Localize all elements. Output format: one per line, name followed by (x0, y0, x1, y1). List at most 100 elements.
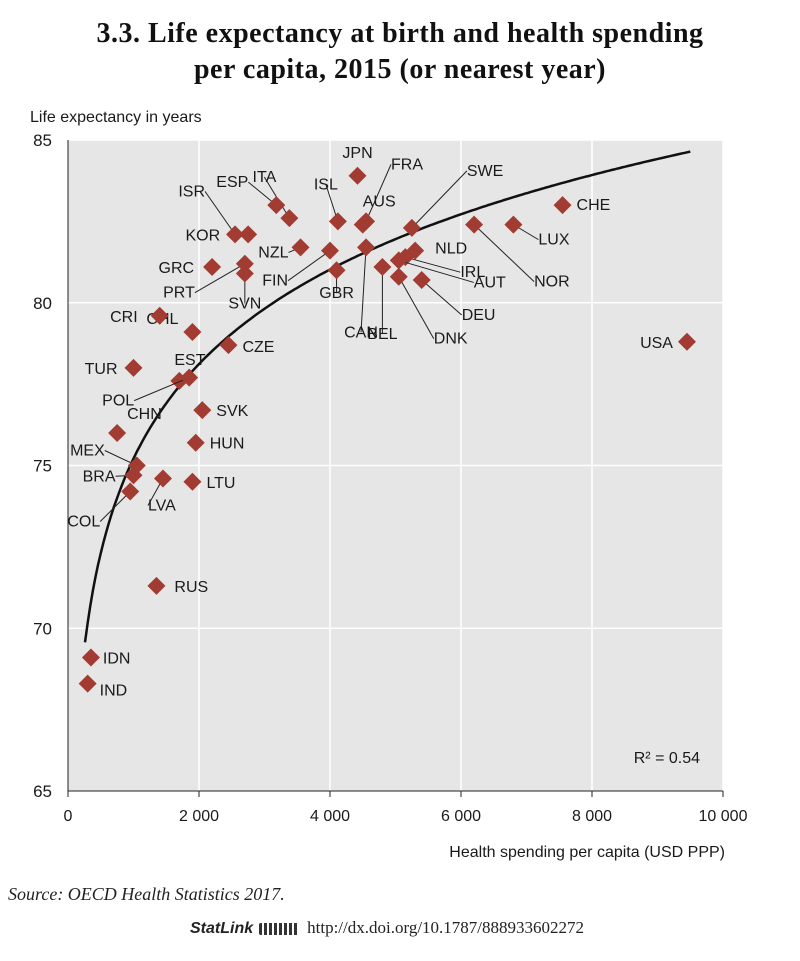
data-point-lux (504, 215, 523, 234)
data-point-kor (239, 225, 258, 244)
point-label-idn: IDN (103, 651, 131, 668)
label-leader-line (398, 259, 474, 283)
point-label-pol: POL (102, 393, 134, 410)
data-point-tur (124, 358, 143, 377)
statlink[interactable]: StatLink http://dx.doi.org/10.1787/888933… (190, 918, 584, 938)
data-point-jpn (348, 166, 367, 185)
point-label-col: COL (67, 514, 100, 531)
data-point-nor (465, 215, 484, 234)
data-point-pol (180, 368, 199, 387)
data-point-isl (328, 212, 347, 231)
data-point-chn (108, 423, 127, 442)
point-label-swe: SWE (467, 163, 503, 180)
data-point-grc (203, 257, 222, 276)
data-point-cze (219, 336, 238, 355)
point-label-nzl: NZL (258, 244, 288, 261)
data-point-svk (193, 401, 212, 420)
data-point-rus (147, 576, 166, 595)
point-label-ita: ITA (253, 169, 277, 186)
point-label-fra: FRA (391, 156, 423, 173)
point-label-kor: KOR (185, 227, 220, 244)
point-label-dnk: DNK (434, 331, 468, 348)
data-point-dnk (389, 267, 408, 286)
point-label-lux: LUX (538, 232, 569, 249)
point-label-nld: NLD (435, 241, 467, 258)
data-point-mex (127, 456, 146, 475)
point-label-usa: USA (640, 335, 673, 352)
x-tick-label: 4 000 (310, 808, 350, 825)
data-point-prt (235, 254, 254, 273)
source-note: Source: OECD Health Statistics 2017. (8, 884, 285, 904)
r-squared-annotation: R² = 0.54 (634, 750, 700, 767)
label-leader-line (411, 170, 468, 229)
data-point-deu (412, 270, 431, 289)
x-axis-label: Health spending per capita (USD PPP) (449, 844, 725, 861)
data-point-gbr (327, 261, 346, 280)
chart-title-line2: per capita, 2015 (or nearest year) (193, 54, 607, 85)
point-label-svn: SVN (228, 295, 261, 312)
label-leader-line (194, 263, 246, 294)
point-label-lva: LVA (148, 498, 176, 515)
point-label-mex: MEX (70, 443, 105, 460)
point-label-isr: ISR (178, 183, 205, 200)
label-leader-line (133, 377, 190, 402)
y-tick-label: 65 (33, 782, 52, 801)
point-label-bra: BRA (83, 468, 116, 485)
x-tick-label: 8 000 (572, 808, 612, 825)
point-label-hun: HUN (210, 436, 245, 453)
point-label-cze: CZE (242, 339, 274, 356)
label-leader-line (421, 279, 463, 316)
point-label-gbr: GBR (319, 285, 354, 302)
statlink-icon (259, 923, 300, 936)
point-label-irl: IRL (460, 264, 485, 281)
data-point-bra (124, 466, 143, 485)
label-leader-line (473, 224, 535, 282)
data-point-aut (389, 251, 408, 270)
point-label-ltu: LTU (206, 475, 235, 492)
label-leader-line (405, 256, 461, 273)
point-label-nor: NOR (534, 274, 570, 291)
data-point-col (121, 482, 140, 501)
point-label-est: EST (174, 352, 205, 369)
data-point-chl (183, 323, 202, 342)
data-point-swe (402, 218, 421, 237)
data-point-ita (280, 209, 299, 228)
data-point-svn (235, 264, 254, 283)
point-label-jpn: JPN (342, 145, 372, 162)
x-tick-label: 10 000 (699, 808, 748, 825)
y-tick-label: 80 (33, 294, 52, 313)
point-label-ind: IND (100, 683, 128, 700)
point-label-esp: ESP (216, 174, 248, 191)
data-point-cri (150, 306, 169, 325)
label-leader-line (365, 164, 392, 222)
label-leader-line (287, 250, 331, 282)
point-label-bel: BEL (367, 326, 397, 343)
statlink-label: StatLink (190, 920, 254, 937)
data-point-can (357, 238, 376, 257)
data-point-fin (321, 241, 339, 260)
data-point-isr (226, 225, 245, 244)
point-label-isl: ISL (314, 176, 338, 193)
label-leader-line (99, 491, 131, 522)
data-point-aus (353, 215, 372, 234)
chart-title-line1: 3.3. Life expectancy at birth and health… (96, 18, 704, 49)
label-leader-line (360, 247, 367, 333)
x-tick-label: 0 (64, 808, 73, 825)
point-label-deu: DEU (462, 307, 496, 324)
data-point-nzl (291, 238, 310, 257)
point-label-grc: GRC (159, 260, 195, 277)
point-label-svk: SVK (216, 403, 248, 420)
data-point-che (553, 196, 572, 215)
data-point-ind (78, 674, 97, 693)
label-leader-line (398, 276, 435, 339)
data-point-bel (373, 257, 392, 276)
y-axis-label: Life expectancy in years (30, 109, 202, 126)
point-label-can: CAN (344, 324, 378, 341)
point-label-cri: CRI (110, 309, 138, 326)
data-point-ltu (183, 472, 202, 491)
y-tick-label: 85 (33, 131, 52, 150)
point-label-chn: CHN (127, 406, 162, 423)
point-label-rus: RUS (174, 579, 208, 596)
point-label-prt: PRT (163, 285, 195, 302)
statlink-url[interactable]: http://dx.doi.org/10.1787/888933602272 (307, 918, 585, 937)
